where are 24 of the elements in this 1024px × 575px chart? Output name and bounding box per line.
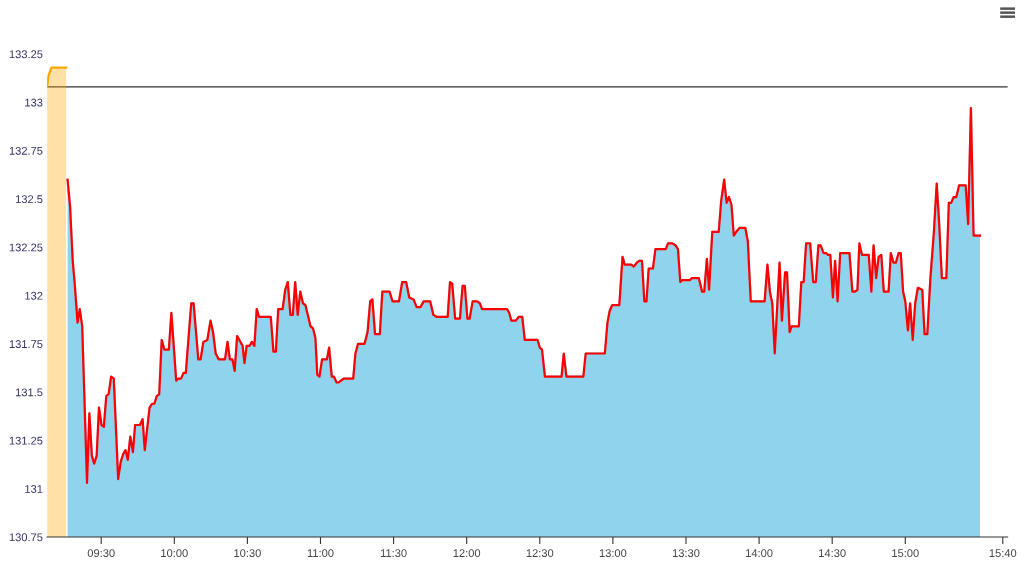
x-tick-label: 15:40 xyxy=(989,549,1017,558)
y-tick-label: 130.75 xyxy=(9,533,43,542)
x-tick-label: 13:30 xyxy=(672,549,700,558)
y-tick-label: 133 xyxy=(25,98,43,107)
y-tick-label: 132.75 xyxy=(9,146,43,155)
x-tick-label: 13:00 xyxy=(599,549,627,558)
y-tick-label: 131.25 xyxy=(9,436,43,445)
x-tick-label: 11:00 xyxy=(307,549,334,558)
y-tick-label: 131.5 xyxy=(15,388,43,397)
y-tick-label: 131.75 xyxy=(9,340,43,348)
y-tick-label: 132.5 xyxy=(15,195,43,204)
y-tick-label: 132.25 xyxy=(9,243,43,252)
x-tick-label: 12:00 xyxy=(453,549,481,558)
y-tick-label: 132 xyxy=(25,291,43,300)
x-tick-label: 10:00 xyxy=(161,549,188,558)
y-tick-label: 133.25 xyxy=(9,50,43,59)
x-tick-label: 14:30 xyxy=(819,549,846,558)
x-tick-label: 10:30 xyxy=(234,549,261,558)
x-tick-label: 09:30 xyxy=(87,549,115,558)
x-tick-label: 14:00 xyxy=(746,549,773,558)
x-tick-label: 15:00 xyxy=(892,549,919,558)
y-tick-label: 131 xyxy=(25,485,43,493)
x-tick-label: 12:30 xyxy=(526,549,554,558)
x-tick-label: 11:30 xyxy=(380,549,407,558)
